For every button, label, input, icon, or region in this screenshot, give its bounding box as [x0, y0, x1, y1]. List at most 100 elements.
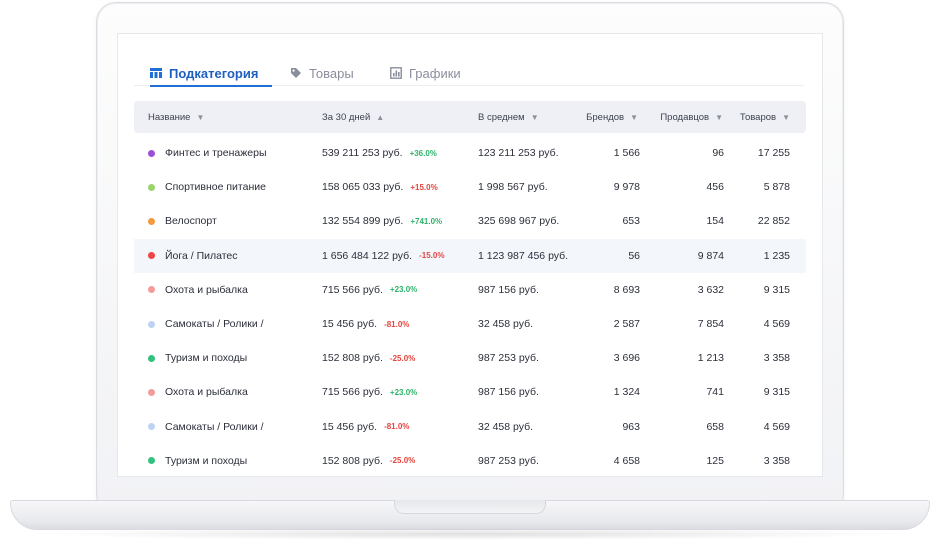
cell-name: Охота и рыбалка: [148, 375, 248, 409]
sort-down-icon: ▼: [715, 112, 723, 122]
cell-goods: 22 852: [730, 204, 790, 238]
sellers-value: 7 854: [697, 318, 724, 330]
sellers-value: 3 632: [697, 283, 724, 296]
cell-name: Самокаты / Ролики /: [148, 307, 264, 341]
table-row[interactable]: Туризм и походы 152 808 руб. -25.0% 987 253…: [134, 341, 806, 375]
table-row[interactable]: Самокаты / Ролики / 15 456 руб. -81.0% 32 4…: [134, 307, 806, 341]
category-color-dot: [148, 286, 155, 294]
cell-sellers: 125: [649, 444, 724, 476]
cell-30-days: 715 566 руб. +23.0%: [322, 375, 417, 409]
column-average[interactable]: В среднем ▼: [478, 101, 539, 133]
category-color-dot: [148, 457, 155, 465]
column-label: Брендов: [586, 111, 625, 123]
column-label: Продавцов: [660, 111, 710, 123]
sellers-value: 1 213: [697, 352, 724, 365]
category-name: Велоспорт: [165, 215, 217, 228]
cell-average: 1 998 567 руб.: [478, 170, 548, 204]
category-name: Туризм и походы: [165, 352, 248, 365]
average-value: 1 998 567 руб.: [478, 181, 548, 194]
table-row[interactable]: Финтес и тренажеры 539 211 253 руб. +36.0%…: [134, 136, 806, 170]
tab-label: Подкатегория: [169, 65, 259, 81]
total-value: 158 065 033 руб.: [322, 181, 404, 194]
sellers-value: 741: [706, 386, 724, 399]
brands-value: 653: [622, 215, 640, 228]
column-sellers[interactable]: Продавцов ▼: [649, 101, 723, 133]
total-value: 132 554 899 руб.: [322, 215, 404, 228]
table-row[interactable]: Охота и рыбалка 715 566 руб. +23.0% 987 156…: [134, 375, 806, 409]
cell-name: Туризм и походы: [148, 341, 247, 375]
table-row[interactable]: Спортивное питание 158 065 033 руб. +15.0%…: [134, 170, 806, 204]
goods-value: 22 852: [757, 215, 790, 228]
brands-value: 3 696: [613, 352, 640, 365]
table-row[interactable]: Охота и рыбалка 715 566 руб. +23.0% 987 156…: [134, 273, 806, 307]
average-value: 987 253 руб.: [478, 352, 539, 365]
category-name: Йога / Пилатес: [165, 249, 238, 262]
cell-average: 32 458 руб.: [478, 307, 533, 341]
column-30-days[interactable]: За 30 дней ▲: [322, 101, 384, 133]
sellers-value: 96: [712, 147, 724, 159]
cell-name: Туризм и походы: [148, 444, 247, 476]
average-value: 987 253 руб.: [478, 454, 539, 467]
sort-down-icon: ▼: [196, 112, 205, 122]
cell-name: Охота и рыбалка: [148, 273, 248, 307]
sellers-value: 456: [706, 181, 724, 194]
cell-sellers: 1 213: [649, 341, 724, 375]
category-name: Охота и рыбалка: [165, 386, 248, 399]
sellers-value: 658: [706, 420, 724, 433]
brands-value: 56: [628, 249, 640, 262]
sort-up-icon: ▲: [376, 112, 385, 122]
category-color-dot: [148, 252, 155, 260]
tab-label: Графики: [409, 65, 461, 81]
cell-brands: 653: [578, 204, 640, 238]
cell-brands: 1 566: [578, 136, 640, 170]
change-badge: +23.0%: [389, 387, 418, 397]
total-value: 152 808 руб.: [322, 454, 383, 467]
column-label: Товаров: [739, 111, 777, 123]
brands-value: 8 693: [613, 283, 640, 296]
goods-value: 3 358: [763, 454, 790, 467]
tab-products[interactable]: Товары: [290, 60, 354, 86]
laptop-shadow: [30, 528, 910, 540]
cell-30-days: 1 656 484 122 руб. -15.0%: [322, 239, 444, 273]
category-color-dot: [148, 354, 155, 362]
total-value: 1 656 484 122 руб.: [322, 249, 413, 262]
category-color-dot: [148, 320, 155, 328]
cell-sellers: 7 854: [649, 307, 724, 341]
table-row[interactable]: Самокаты / Ролики / 15 456 руб. -81.0% 32 4…: [134, 410, 806, 444]
tab-charts[interactable]: Графики: [390, 60, 461, 86]
total-value: 15 456 руб.: [322, 318, 378, 330]
tab-subcategory[interactable]: Подкатегория: [150, 60, 273, 87]
brands-value: 9 978: [613, 181, 640, 194]
cell-name: Йога / Пилатес: [148, 239, 238, 273]
table-row[interactable]: Йога / Пилатес 1 656 484 122 руб. -15.0% 1 …: [134, 238, 806, 273]
column-label: За 30 дней: [322, 111, 371, 123]
sort-down-icon: ▼: [530, 112, 539, 122]
table-row[interactable]: Велоспорт 132 554 899 руб. +741.0% 325 698 …: [134, 204, 806, 238]
tab-label: Товары: [309, 65, 354, 81]
sort-down-icon: ▼: [630, 112, 638, 122]
average-value: 987 156 руб.: [478, 283, 539, 296]
cell-sellers: 741: [649, 375, 724, 409]
brands-value: 1 324: [613, 386, 640, 399]
tag-icon: [291, 68, 301, 78]
cell-goods: 17 255: [730, 136, 790, 170]
sort-down-icon: ▼: [782, 112, 790, 122]
goods-value: 1 235: [763, 249, 790, 262]
table-row[interactable]: Туризм и походы 152 808 руб. -25.0% 987 253…: [134, 444, 806, 476]
column-goods[interactable]: Товаров ▼: [730, 101, 790, 133]
cell-average: 987 156 руб.: [478, 375, 539, 409]
column-name[interactable]: Название ▼: [148, 101, 204, 133]
cell-brands: 963: [578, 410, 640, 444]
cell-goods: 9 315: [730, 273, 790, 307]
cell-goods: 3 358: [730, 341, 790, 375]
category-color-dot: [148, 423, 155, 431]
column-brands[interactable]: Брендов ▼: [578, 101, 638, 133]
average-value: 1 123 987 456 руб.: [478, 249, 569, 262]
cell-average: 1 123 987 456 руб.: [478, 239, 568, 273]
cell-average: 32 458 руб.: [478, 410, 533, 444]
cell-sellers: 9 874: [649, 239, 724, 273]
brands-value: 4 658: [613, 454, 640, 467]
category-name: Спортивное питание: [165, 181, 266, 194]
change-badge: +23.0%: [389, 285, 418, 295]
average-value: 987 156 руб.: [478, 386, 539, 399]
